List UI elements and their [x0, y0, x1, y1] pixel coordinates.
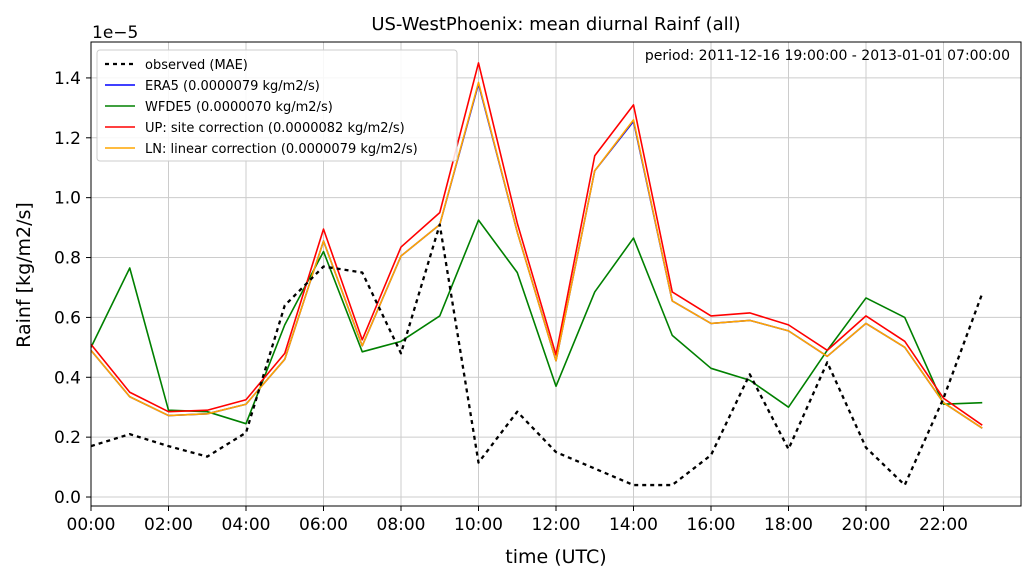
chart-title: US-WestPhoenix: mean diurnal Rainf (all) [371, 14, 740, 35]
x-tick-label: 00:00 [67, 515, 116, 535]
y-tick-label: 0.4 [54, 368, 81, 388]
series-line-4 [90, 81, 983, 429]
x-axis-label: time (UTC) [505, 546, 606, 568]
x-tick-label: 18:00 [764, 515, 813, 535]
legend: observed (MAE) ERA5 (0.0000079 kg/m2/s) WF… [96, 49, 458, 162]
legend-label-2: WFDE5 (0.0000070 kg/m2/s) [145, 100, 333, 115]
x-tick-label: 12:00 [532, 515, 581, 535]
y-tick-label: 1.2 [54, 129, 81, 149]
x-tick-label: 04:00 [222, 515, 271, 535]
legend-label-0: observed (MAE) [145, 58, 248, 73]
axis-ticks: 00:00 02:00 04:00 06:00 08:00 10:00 12:00 14:00… [54, 69, 968, 535]
y-tick-label: 0.6 [54, 308, 81, 328]
x-tick-label: 02:00 [144, 515, 193, 535]
legend-box [96, 49, 458, 162]
legend-label-4: LN: linear correction (0.0000079 kg/m2/s… [145, 142, 418, 157]
x-tick-label: 16:00 [687, 515, 736, 535]
x-tick-label: 08:00 [377, 515, 426, 535]
y-tick-label: 0.8 [54, 249, 81, 269]
y-axis-label: Rainf [kg/m2/s] [13, 202, 35, 348]
y-tick-label: 0.2 [54, 428, 81, 448]
y-tick-label: 0.0 [54, 488, 81, 508]
legend-label-3: UP: site correction (0.0000082 kg/m2/s) [145, 121, 405, 136]
series-line-3 [90, 62, 983, 426]
x-tick-label: 14:00 [609, 515, 658, 535]
legend-label-1: ERA5 (0.0000079 kg/m2/s) [145, 79, 320, 94]
period-annotation: period: 2011-12-16 19:00:00 - 2013-01-01… [645, 48, 1010, 64]
x-tick-label: 06:00 [299, 515, 348, 535]
y-offset-label: 1e−5 [92, 23, 138, 43]
series-line-2 [90, 219, 983, 425]
series-lines [90, 62, 984, 487]
y-tick-label: 1.4 [54, 69, 81, 89]
x-tick-label: 10:00 [454, 515, 503, 535]
x-tick-label: 22:00 [919, 515, 968, 535]
x-tick-label: 20:00 [842, 515, 891, 535]
y-tick-label: 1.0 [54, 189, 81, 209]
series-line-0 [90, 223, 984, 487]
